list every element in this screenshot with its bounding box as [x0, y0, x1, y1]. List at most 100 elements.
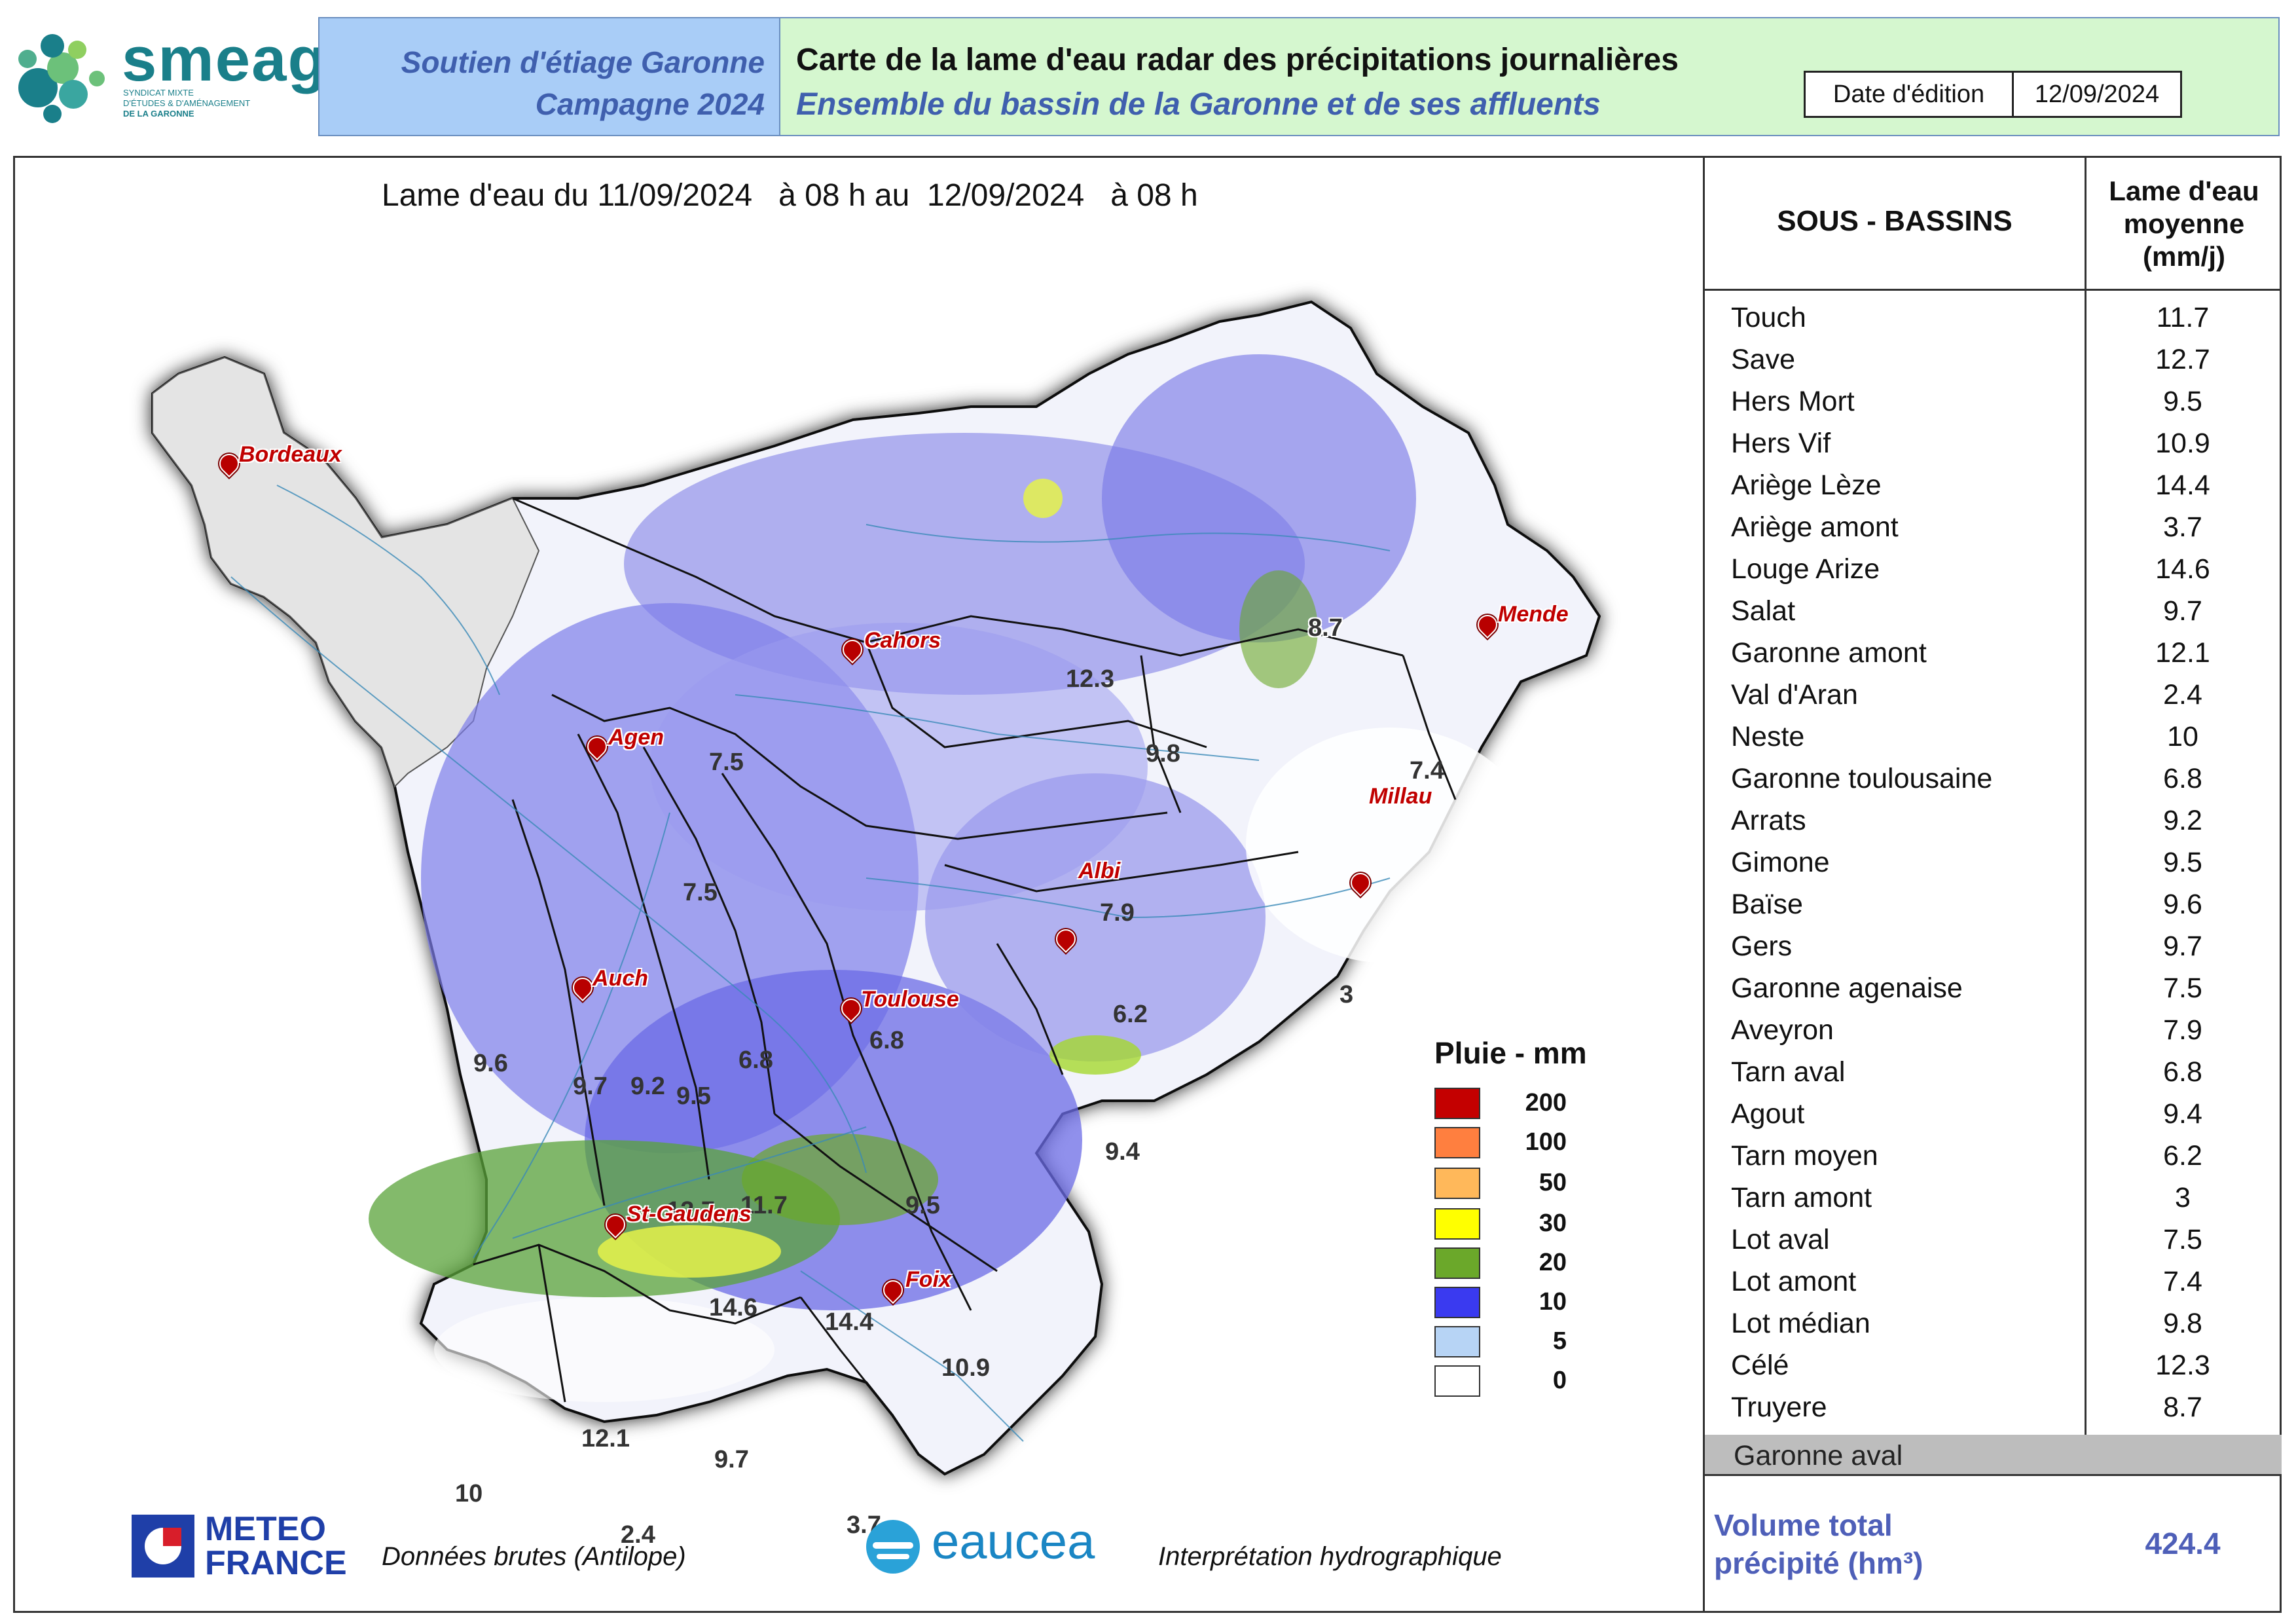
- city-label-foix: Foix: [905, 1267, 951, 1292]
- row-value: 7.9: [2163, 1014, 2202, 1046]
- row-value: 9.5: [2163, 386, 2202, 417]
- row-name: Save: [1731, 344, 1796, 375]
- table-row: Garonne amont 12.1: [1705, 632, 2282, 674]
- smeag-logo: smeag SYNDICAT MIXTE D'ÉTUDES & D'AMÉNAG…: [12, 17, 326, 136]
- row-name: Lot médian: [1731, 1308, 1870, 1339]
- map-value: 9.7: [573, 1073, 608, 1100]
- volume-label-line1: Volume total: [1714, 1508, 1893, 1542]
- table-row: Touch 11.7: [1705, 297, 2282, 339]
- legend-value: 5: [1552, 1327, 1567, 1355]
- page-subtitle: Ensemble du bassin de la Garonne et de s…: [796, 87, 1601, 122]
- row-value: 12.1: [2155, 637, 2210, 669]
- legend-swatch-200: [1434, 1088, 1480, 1119]
- row-name: Lot aval: [1731, 1224, 1830, 1255]
- table-row: Val d'Aran 2.4: [1705, 674, 2282, 716]
- table-row: Baïse 9.6: [1705, 883, 2282, 925]
- table-row: Gimone 9.5: [1705, 841, 2282, 883]
- row-value: 2.4: [2163, 679, 2202, 710]
- garonne-aval-area: [152, 356, 540, 788]
- table-row: Save 12.7: [1705, 339, 2282, 380]
- legend-value: 30: [1539, 1209, 1567, 1237]
- city-label-cahors: Cahors: [864, 628, 941, 653]
- legend-value: 50: [1539, 1169, 1567, 1196]
- map-value: 7.5: [709, 748, 744, 776]
- row-name: Touch: [1731, 302, 1806, 333]
- date-label: Date d'édition: [1806, 73, 2014, 116]
- row-value: 6.8: [2163, 763, 2202, 794]
- row-value: 14.6: [2155, 553, 2210, 585]
- table-row: Hers Mort 9.5: [1705, 380, 2282, 422]
- header-left-line2: Campagne 2024: [535, 87, 765, 121]
- row-value: 9.4: [2163, 1098, 2202, 1130]
- row-name: Lot amont: [1731, 1266, 1857, 1297]
- row-name: Salat: [1731, 595, 1796, 627]
- legend-swatch-20: [1434, 1247, 1480, 1279]
- map-value: 12.1: [581, 1425, 630, 1452]
- basin-map: 8.7 12.3 7.5 9.8 7.4 7.5 7.9 3 6.2 6.8 9…: [151, 300, 1601, 1549]
- legend-swatch-0: [1434, 1365, 1480, 1397]
- row-name: Tarn aval: [1731, 1056, 1846, 1088]
- row-value: 9.2: [2163, 805, 2202, 836]
- map-value: 9.6: [473, 1050, 508, 1077]
- map-value: 7.4: [1410, 757, 1444, 784]
- header-title-panel: Carte de la lame d'eau radar des précipi…: [780, 17, 2280, 136]
- map-value: 14.6: [709, 1294, 757, 1321]
- row-name: Ariège Lèze: [1731, 470, 1882, 501]
- table-header-line1: Lame d'eau: [2109, 175, 2259, 206]
- row-name: Arrats: [1731, 805, 1806, 836]
- legend-value: 10: [1539, 1288, 1567, 1316]
- row-name: Gimone: [1731, 847, 1830, 878]
- row-name: Louge Arize: [1731, 553, 1880, 585]
- row-name: Célé: [1731, 1350, 1789, 1381]
- volume-value: 424.4: [2145, 1526, 2221, 1560]
- legend-swatch-50: [1434, 1168, 1480, 1199]
- row-value: 7.5: [2163, 972, 2202, 1004]
- row-value: 3: [2175, 1182, 2191, 1213]
- volume-label-line2: précipité (hm³): [1714, 1546, 1923, 1580]
- city-label-st-gaudens: St-Gaudens: [627, 1202, 752, 1227]
- table-row: Tarn moyen 6.2: [1705, 1135, 2282, 1177]
- map-value: 9.2: [630, 1073, 665, 1100]
- row-value: 11.7: [2156, 302, 2210, 333]
- table-row: Truyere 8.7: [1705, 1386, 2282, 1428]
- city-label-auch: Auch: [592, 966, 648, 991]
- map-value: 6.8: [869, 1027, 904, 1054]
- map-value: 9.5: [676, 1082, 711, 1110]
- legend-swatch-30: [1434, 1208, 1480, 1240]
- table-row-garonne-aval: Garonne aval: [1705, 1435, 2282, 1474]
- map-value: 6.2: [1113, 1001, 1148, 1028]
- city-label-albi: Albi: [1078, 858, 1121, 883]
- row-value: 14.4: [2155, 470, 2210, 501]
- map-value: 3: [1339, 981, 1353, 1008]
- smeag-logo-icon: [18, 34, 105, 123]
- eaucea-caption: Interprétation hydrographique: [1158, 1542, 1502, 1571]
- page-title: Carte de la lame d'eau radar des précipi…: [796, 43, 1679, 77]
- table-row: Salat 9.7: [1705, 590, 2282, 632]
- row-name: Tarn moyen: [1731, 1140, 1878, 1172]
- map-value: 14.4: [825, 1308, 873, 1336]
- map-value: 8.7: [1308, 614, 1343, 642]
- edition-date-box: Date d'édition 12/09/2024: [1804, 71, 2182, 118]
- table-row: Louge Arize 14.6: [1705, 548, 2282, 590]
- legend-value: 100: [1525, 1128, 1567, 1156]
- row-value: 10.9: [2155, 428, 2210, 459]
- row-value: 3.7: [2163, 511, 2202, 543]
- map-value: 12.7: [666, 1197, 715, 1225]
- map-value: 9.7: [714, 1446, 749, 1473]
- table-row: Arrats 9.2: [1705, 800, 2282, 841]
- row-value: 9.8: [2163, 1308, 2202, 1339]
- table-header-line3: (mm/j): [2143, 241, 2225, 272]
- legend-swatch-100: [1434, 1127, 1480, 1158]
- table-row: Aveyron 7.9: [1705, 1009, 2282, 1051]
- legend-value: 200: [1525, 1089, 1567, 1116]
- eaucea-wordmark: eaucea: [932, 1514, 1095, 1570]
- row-value: 9.6: [2163, 889, 2202, 920]
- row-name: Garonne toulousaine: [1731, 763, 1993, 794]
- map-title: Lame d'eau du 11/09/2024 à 08 h au 12/09…: [382, 178, 1198, 213]
- row-name: Val d'Aran: [1731, 679, 1858, 710]
- table-row: Garonne toulousaine 6.8: [1705, 758, 2282, 800]
- map-value: 6.8: [738, 1046, 773, 1074]
- logo-sub-2: D'ÉTUDES & D'AMÉNAGEMENT: [123, 98, 251, 108]
- legend-title: Pluie - mm: [1434, 1036, 1587, 1070]
- table-row: Ariège amont 3.7: [1705, 506, 2282, 548]
